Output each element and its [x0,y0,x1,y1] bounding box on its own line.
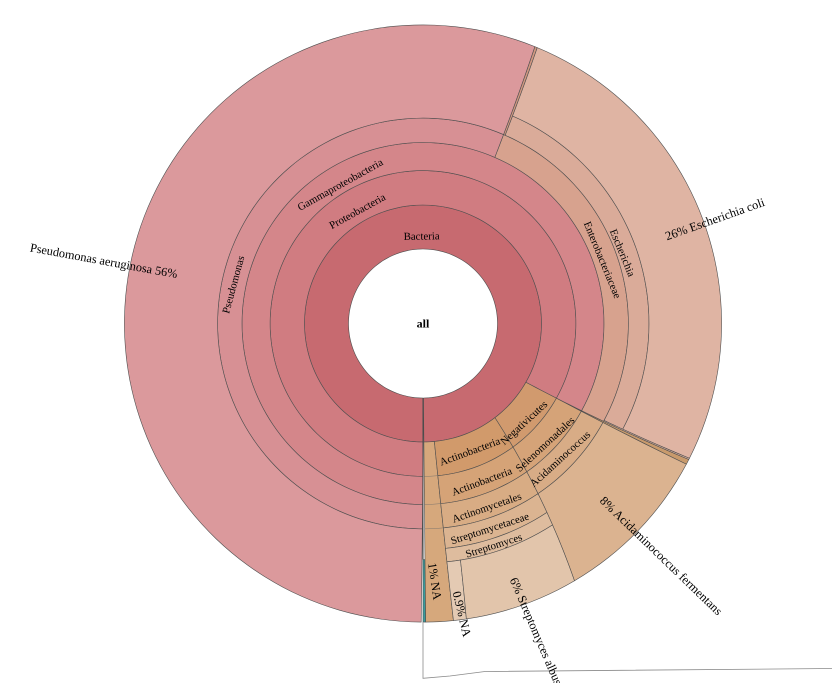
svg-text:all: all [417,317,430,331]
svg-text:1% NA: 1% NA [425,562,444,601]
svg-text:Bacteria: Bacteria [404,230,440,243]
